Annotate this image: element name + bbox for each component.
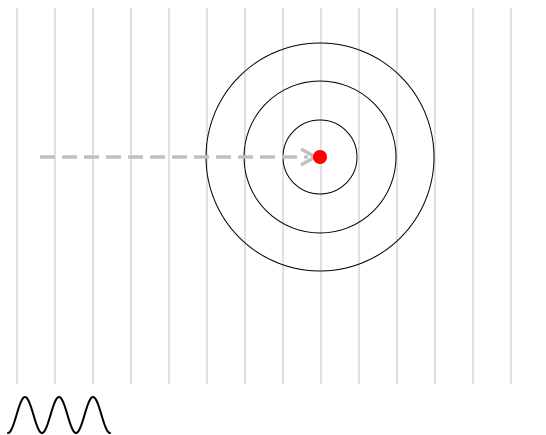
plane-wavefront-lines	[16, 8, 512, 384]
incoming-wave-direction-arrow	[40, 147, 319, 167]
sine-wave-icon	[7, 395, 111, 435]
source-point	[313, 150, 327, 164]
